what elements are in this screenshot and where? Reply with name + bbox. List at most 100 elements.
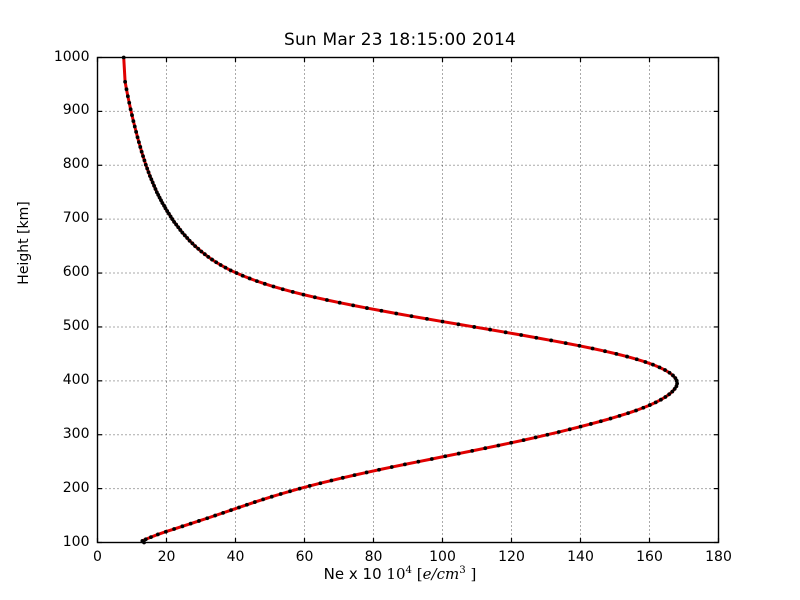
series-marker	[125, 94, 130, 99]
series-marker	[340, 475, 345, 480]
y-tick-label: 700	[62, 210, 90, 227]
series-marker	[443, 454, 448, 459]
y-tick-label: 200	[62, 479, 90, 496]
series-marker	[634, 408, 638, 413]
series-marker	[143, 162, 148, 167]
series-marker	[549, 338, 554, 343]
series-marker	[149, 535, 153, 540]
series-marker	[190, 241, 195, 246]
series-marker	[180, 524, 185, 529]
series-marker	[162, 203, 166, 208]
x-tick-label: 120	[498, 548, 525, 565]
series-marker	[488, 327, 493, 332]
series-marker	[149, 177, 154, 182]
x-tick-label: 180	[705, 548, 732, 565]
series-marker	[174, 222, 179, 227]
series-marker	[199, 249, 204, 254]
series-marker	[180, 230, 185, 235]
series-marker	[154, 190, 159, 195]
series-marker	[142, 158, 147, 163]
series-marker	[187, 238, 192, 243]
series-marker	[244, 502, 249, 507]
series-marker	[123, 79, 127, 84]
series-marker	[626, 411, 631, 416]
series-marker	[416, 459, 421, 464]
series-marker	[509, 440, 514, 445]
plot-background	[97, 57, 719, 543]
series-marker	[578, 424, 583, 429]
series-marker	[278, 492, 283, 496]
series-marker	[229, 508, 233, 513]
series-marker	[590, 346, 595, 351]
y-tick-label: 400	[62, 371, 90, 388]
series-marker	[165, 209, 170, 213]
series-marker	[456, 451, 461, 456]
x-tick-label: 60	[295, 548, 314, 565]
series-marker	[170, 217, 175, 222]
series-marker	[364, 470, 369, 475]
series-marker	[519, 333, 524, 337]
series-marker	[614, 351, 619, 356]
series-marker	[425, 316, 429, 321]
series-marker	[608, 416, 613, 421]
series-marker	[210, 257, 214, 262]
series-marker	[135, 135, 140, 140]
series-marker	[470, 448, 475, 453]
series-marker	[545, 432, 550, 437]
series-marker	[206, 254, 211, 259]
series-marker	[617, 413, 622, 418]
series-marker	[196, 246, 201, 251]
series-marker	[269, 494, 274, 499]
tick-marks	[96, 56, 720, 544]
series-marker	[307, 484, 312, 488]
series-marker	[221, 510, 225, 515]
series-marker	[172, 219, 176, 224]
series-marker	[671, 373, 675, 378]
series-marker	[534, 335, 539, 340]
series-marker	[301, 292, 306, 297]
series-marker	[202, 252, 207, 257]
series-marker	[653, 400, 658, 405]
series-marker	[223, 265, 228, 270]
series-marker	[128, 107, 133, 112]
series-marker	[409, 314, 414, 319]
x-axis-units-close: ]	[470, 565, 477, 583]
series-marker	[182, 233, 187, 238]
series-marker	[429, 457, 434, 461]
x-axis-units-slash: /	[431, 565, 437, 583]
series-marker	[261, 497, 265, 502]
x-axis-label-exponent: 4	[405, 565, 412, 576]
series-marker	[377, 467, 381, 472]
series-marker	[163, 529, 168, 534]
chart-title: Sun Mar 23 18:15:00 2014	[283, 30, 517, 50]
series-marker	[146, 170, 151, 175]
series-marker	[138, 145, 143, 149]
series-marker	[148, 174, 152, 178]
series-marker	[124, 87, 129, 92]
series-marker	[188, 521, 193, 526]
series-marker	[254, 279, 259, 284]
series-marker	[141, 154, 145, 159]
series-marker	[176, 225, 181, 230]
series-marker	[365, 306, 369, 310]
y-tick-label: 1000	[53, 48, 90, 65]
series-marker	[329, 478, 334, 483]
series-marker	[214, 260, 219, 265]
series-marker	[670, 389, 675, 394]
series-marker	[155, 532, 160, 537]
series-marker	[496, 443, 501, 448]
x-tick-label: 40	[226, 548, 245, 565]
series-marker	[352, 473, 357, 478]
series-marker	[658, 397, 663, 402]
series-marker	[178, 228, 183, 232]
x-axis-label-prefix: Ne x 10	[323, 565, 382, 583]
x-axis-units-denominator: cm	[436, 565, 460, 583]
series-marker	[168, 214, 173, 219]
series-marker	[643, 360, 648, 364]
series-marker	[131, 119, 136, 123]
series-marker	[280, 287, 285, 292]
series-marker	[379, 308, 384, 313]
x-tick-label: 160	[636, 548, 663, 565]
series-marker	[472, 325, 477, 329]
